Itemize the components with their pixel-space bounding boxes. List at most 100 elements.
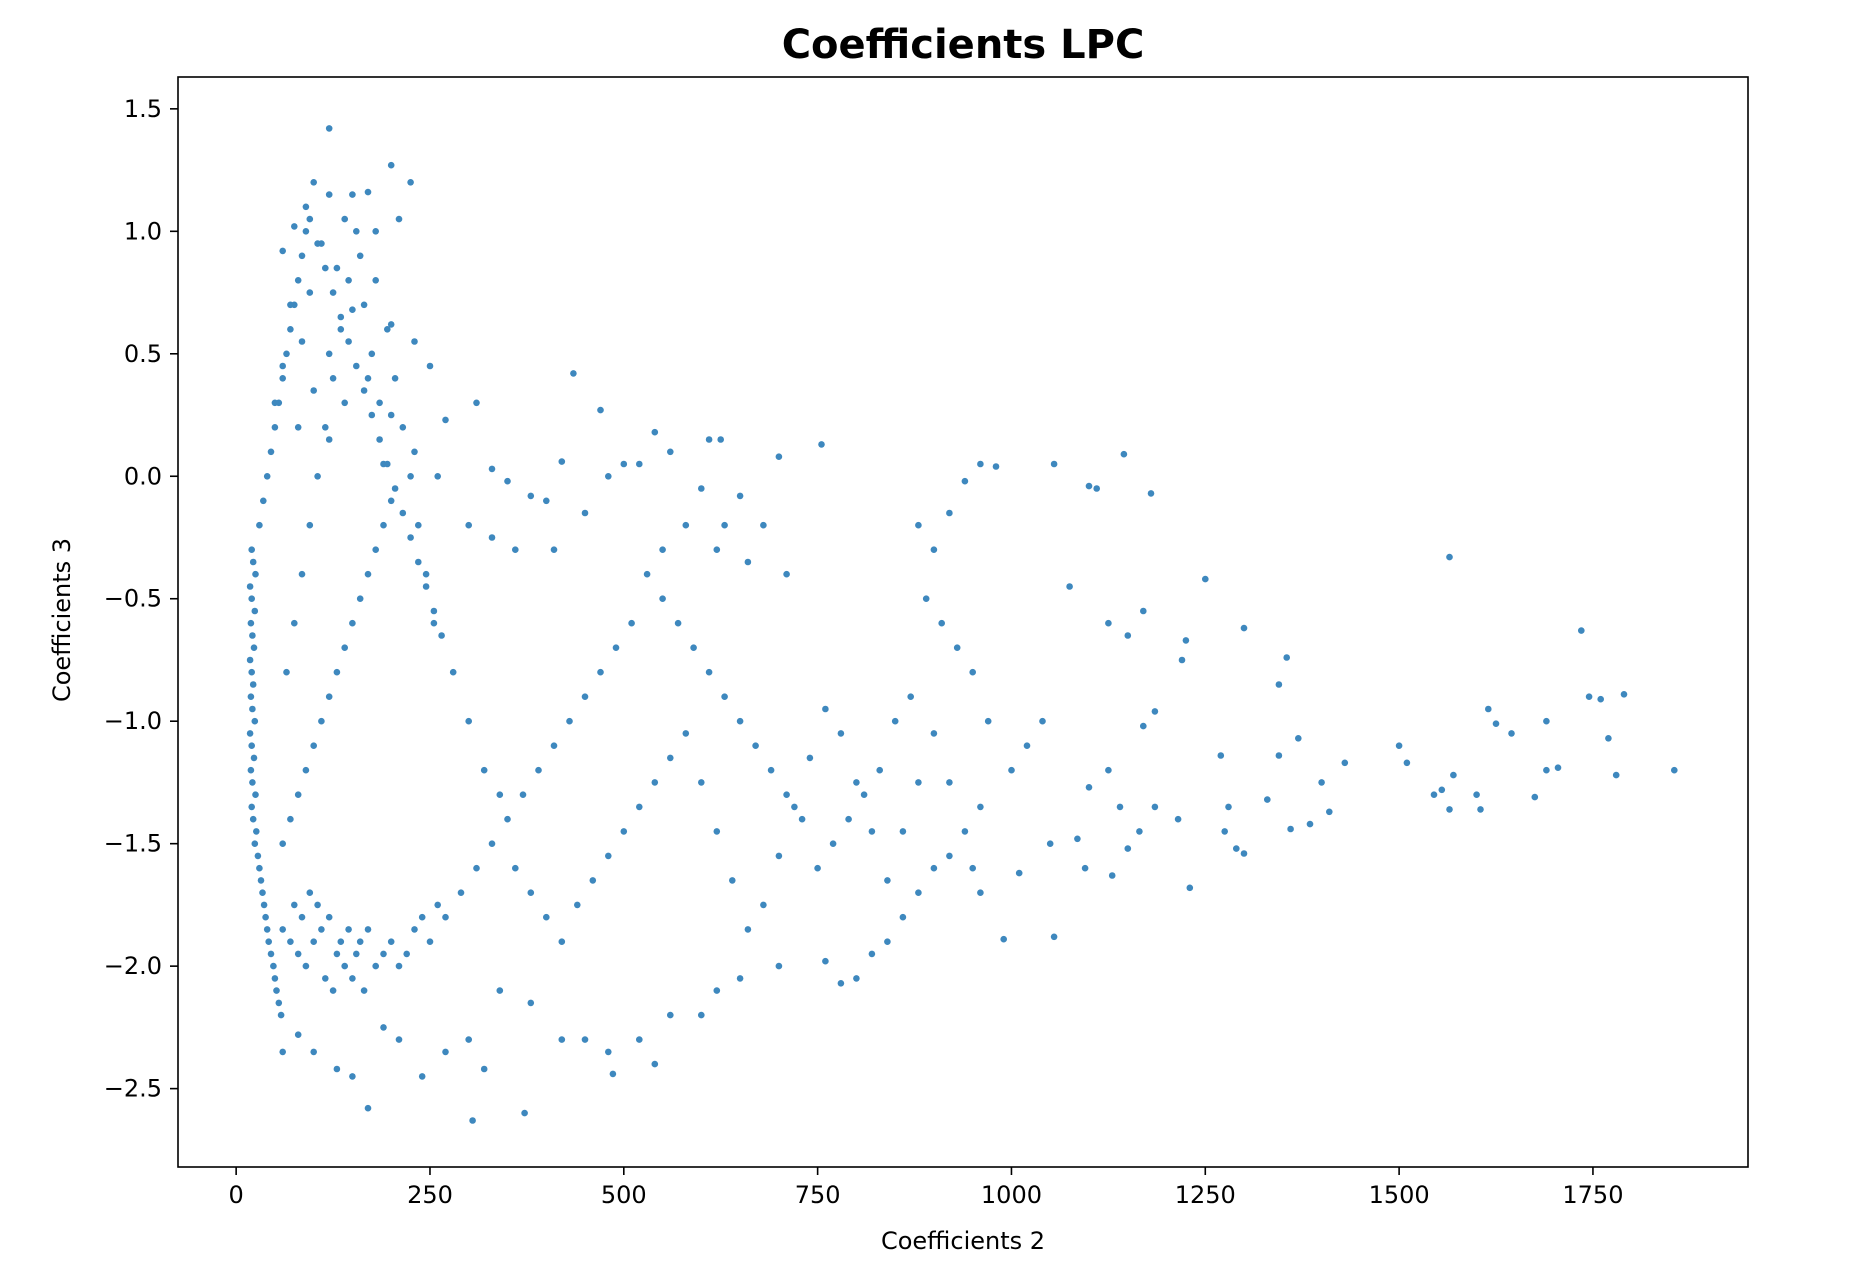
scatter-point — [1395, 742, 1403, 749]
scatter-point — [333, 264, 341, 272]
scatter-point — [256, 864, 263, 872]
scatter-point — [372, 546, 380, 553]
scatter-point — [271, 424, 279, 431]
scatter-point — [426, 362, 434, 370]
scatter-point — [1605, 735, 1612, 742]
scatter-point — [246, 583, 254, 590]
scatter-point — [1306, 820, 1314, 828]
scatter-point — [504, 815, 511, 823]
scatter-point — [1124, 632, 1132, 639]
x-tick-label: 250 — [407, 1181, 453, 1209]
scatter-point — [744, 558, 752, 566]
scatter-point — [325, 125, 333, 132]
scatter-point — [1612, 771, 1620, 779]
scatter-point — [325, 693, 333, 700]
scatter-point — [837, 730, 845, 737]
scatter-point — [248, 546, 255, 553]
scatter-point — [574, 901, 581, 909]
scatter-point — [977, 889, 984, 896]
scatter-point — [372, 277, 380, 284]
scatter-point — [426, 938, 434, 945]
scatter-point — [364, 188, 372, 196]
scatter-point — [434, 473, 442, 480]
y-axis-label: Coefficients 3 — [48, 538, 76, 702]
scatter-point — [353, 228, 360, 235]
scatter-point — [329, 375, 337, 382]
scatter-point — [364, 926, 372, 933]
scatter-point — [465, 521, 473, 529]
scatter-point — [977, 803, 984, 811]
scatter-point — [248, 668, 255, 676]
scatter-point — [251, 840, 259, 847]
scatter-point — [488, 840, 496, 847]
scatter-point — [442, 913, 449, 921]
scatter-point — [449, 668, 457, 676]
scatter-point — [364, 375, 372, 382]
scatter-point — [333, 668, 341, 676]
scatter-point — [822, 705, 829, 713]
scatter-point — [977, 460, 984, 468]
scatter-point — [674, 619, 682, 627]
scatter-point — [384, 460, 391, 468]
scatter-point — [698, 485, 705, 492]
scatter-point — [729, 877, 736, 884]
scatter-point — [247, 619, 255, 627]
scatter-point — [353, 362, 360, 370]
scatter-point — [698, 779, 705, 786]
scatter-point — [915, 779, 922, 786]
scatter-point — [705, 668, 713, 676]
scatter-point — [314, 901, 321, 909]
scatter-point — [387, 497, 395, 505]
scatter-point — [399, 424, 407, 431]
scatter-point — [310, 742, 318, 749]
scatter-point — [271, 975, 279, 982]
scatter-point — [651, 1060, 659, 1068]
scatter-point — [907, 693, 914, 700]
scatter-point — [1543, 717, 1550, 725]
scatter-point — [360, 301, 368, 309]
scatter-point — [636, 1036, 643, 1043]
scatter-point — [837, 980, 845, 987]
scatter-point — [1140, 607, 1147, 615]
scatter-point — [1140, 722, 1147, 730]
scatter-point — [294, 791, 302, 798]
scatter-point — [395, 1036, 403, 1043]
scatter-point — [325, 913, 333, 921]
scatter-point — [249, 705, 256, 713]
scatter-point — [1221, 828, 1228, 835]
scatter-point — [1477, 806, 1484, 813]
scatter-point — [298, 913, 306, 921]
scatter-point — [829, 840, 837, 847]
scatter-point — [422, 583, 430, 590]
scatter-point — [1116, 803, 1124, 811]
scatter-point — [275, 399, 283, 407]
scatter-point — [287, 938, 294, 945]
scatter-point — [341, 644, 349, 651]
scatter-point — [736, 717, 744, 725]
scatter-point — [480, 766, 488, 774]
scatter-point — [1446, 553, 1453, 561]
scatter-point — [1554, 764, 1562, 771]
scatter-point — [589, 877, 597, 884]
scatter-point — [736, 975, 744, 982]
scatter-point — [249, 681, 257, 688]
scatter-point — [473, 399, 480, 407]
scatter-point — [457, 889, 465, 896]
scatter-point — [376, 436, 383, 443]
y-tick-label: −1.0 — [104, 707, 162, 735]
scatter-point — [473, 864, 480, 872]
scatter-point — [558, 1036, 566, 1043]
scatter-point — [1050, 460, 1058, 468]
scatter-point — [1085, 784, 1093, 791]
scatter-point — [938, 619, 945, 627]
scatter-point — [353, 950, 360, 958]
scatter-point — [969, 864, 976, 872]
scatter-point — [512, 546, 519, 553]
scatter-point — [605, 473, 612, 480]
scatter-point — [442, 416, 449, 424]
scatter-point — [1136, 828, 1143, 835]
scatter-point — [659, 595, 666, 602]
scatter-point — [364, 1104, 372, 1112]
y-tick-label: −1.5 — [104, 830, 162, 858]
